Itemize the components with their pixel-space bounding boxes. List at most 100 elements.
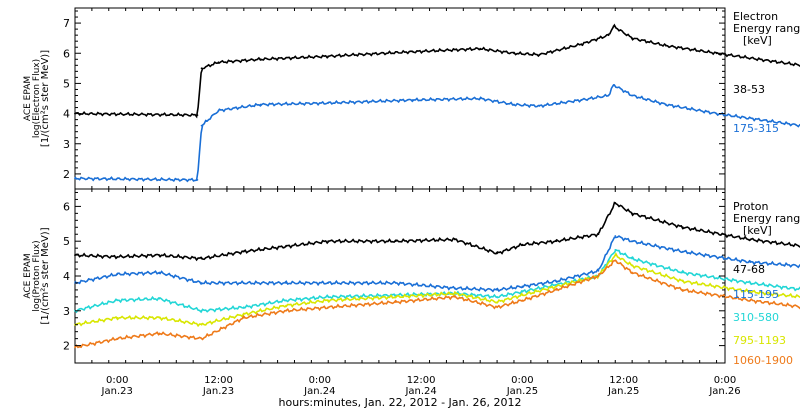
- proton-point-47-68-12: [597, 233, 600, 236]
- proton-ytick-label: 2: [63, 340, 70, 353]
- proton-point-795-1193-13: [614, 254, 617, 256]
- proton-ylabel-line-0: ACE EPAM: [23, 253, 33, 298]
- xtick-time-label: 12:00: [204, 375, 233, 386]
- proton-point-1060-1900-5: [285, 309, 287, 312]
- proton-point-795-1193-2: [158, 316, 161, 319]
- electron-point-175-315-15: [715, 112, 718, 115]
- proton-point-795-1193-6: [327, 299, 330, 302]
- proton-series-47-68: [74, 201, 800, 262]
- electron-point-38-53-14: [665, 44, 667, 47]
- electron-ylabel-line-0: ACE EPAM: [23, 76, 33, 121]
- electron-point-38-53-13: [631, 37, 633, 40]
- proton-point-1060-1900-16: [749, 299, 752, 302]
- xtick-date-label: Jan.25: [607, 386, 639, 397]
- proton-point-795-1193-4: [242, 313, 245, 316]
- proton-point-310-580-3: [200, 309, 203, 312]
- proton-point-1060-1900-6: [327, 306, 330, 309]
- proton-legend-47-68: 47-68: [733, 263, 765, 276]
- proton-point-115-195-5: [285, 282, 287, 284]
- proton-point-310-580-5: [285, 299, 287, 302]
- proton-point-1060-1900-4: [242, 316, 245, 319]
- proton-point-115-195-2: [158, 271, 161, 274]
- xtick-date-label: Jan.24: [303, 386, 335, 397]
- electron-legend-title-line-1: Energy ranges: [733, 22, 800, 35]
- proton-point-795-1193-16: [749, 290, 752, 293]
- proton-point-795-1193-8: [454, 292, 456, 295]
- electron-point-38-53-9: [538, 53, 541, 56]
- proton-point-115-195-6: [327, 282, 330, 284]
- xtick-time-label: 0:00: [714, 375, 736, 386]
- proton-point-310-580-13: [614, 249, 617, 251]
- proton-point-47-68-8: [454, 238, 456, 241]
- proton-series-310-580: [74, 248, 800, 314]
- proton-point-115-195-11: [555, 280, 558, 283]
- series-layer: [74, 23, 800, 349]
- proton-point-47-68-16: [749, 238, 752, 241]
- electron-point-38-53-2: [200, 67, 203, 70]
- proton-point-47-68-5: [285, 245, 287, 248]
- proton-point-310-580-10: [521, 290, 524, 293]
- electron-point-38-53-12: [612, 25, 615, 27]
- proton-point-795-1193-9: [496, 301, 498, 303]
- electron-point-175-315-2: [200, 124, 203, 127]
- proton-point-115-195-16: [749, 261, 752, 263]
- proton-point-795-1193-5: [285, 304, 287, 307]
- electron-point-38-53-10: [580, 43, 583, 46]
- proton-point-47-68-3: [200, 257, 203, 260]
- proton-point-1060-1900-9: [496, 306, 498, 309]
- proton-point-47-68-4: [242, 250, 245, 253]
- electron-point-175-315-5: [327, 102, 330, 104]
- proton-point-115-195-13: [614, 235, 617, 237]
- electron-point-175-315-10: [580, 99, 583, 101]
- proton-ylabel-line-2: [1/(cm²s ster MeV)]: [40, 227, 51, 324]
- proton-point-310-580-9: [496, 296, 498, 298]
- proton-point-1060-1900-2: [158, 332, 161, 335]
- proton-point-1060-1900-12: [597, 275, 600, 277]
- proton-legend-title-line-2: [keV]: [743, 224, 772, 237]
- electron-point-175-315-1: [196, 179, 199, 181]
- electron-point-38-53-8: [513, 52, 515, 55]
- proton-point-310-580-2: [158, 297, 161, 300]
- proton-point-795-1193-10: [521, 294, 524, 296]
- electron-point-38-53-3: [217, 61, 220, 64]
- proton-point-115-195-10: [521, 285, 524, 288]
- proton-point-115-195-14: [631, 240, 633, 243]
- electron-point-38-53-6: [411, 50, 414, 53]
- proton-point-1060-1900-0: [74, 346, 76, 349]
- proton-point-47-68-7: [394, 240, 397, 243]
- proton-point-310-580-4: [242, 306, 245, 309]
- proton-point-795-1193-7: [394, 296, 397, 298]
- electron-point-38-53-1: [196, 114, 199, 116]
- xtick-date-label: Jan.23: [101, 386, 133, 397]
- electron-point-38-53-7: [479, 47, 482, 50]
- proton-point-310-580-7: [394, 294, 397, 296]
- electron-point-175-315-9: [538, 105, 541, 107]
- proton-point-795-1193-14: [631, 264, 633, 267]
- proton-ytick-label: 6: [63, 200, 70, 213]
- xtick-time-label: 0:00: [309, 375, 331, 386]
- xtick-date-label: Jan.25: [506, 386, 538, 397]
- proton-legend-115-195: 115-195: [733, 288, 779, 301]
- proton-point-1060-1900-1: [116, 337, 119, 340]
- proton-series-115-195: [74, 235, 800, 293]
- proton-point-47-68-1: [116, 256, 119, 258]
- electron-legend-title-line-2: [keV]: [743, 34, 772, 47]
- proton-point-795-1193-3: [200, 323, 203, 326]
- xtick-time-label: 0:00: [511, 375, 533, 386]
- proton-ytick-label: 4: [63, 270, 70, 283]
- electron-ytick-label: 3: [63, 138, 70, 151]
- proton-ylabel-line-1: log(Proton Flux): [32, 240, 42, 311]
- electron-ytick-label: 7: [63, 17, 70, 30]
- electron-legend-38-53: 38-53: [733, 83, 765, 96]
- proton-legend-1060-1900: 1060-1900: [733, 354, 793, 367]
- proton-point-115-195-1: [116, 273, 119, 276]
- proton-point-115-195-3: [200, 282, 203, 284]
- electron-legend-title-line-0: Electron: [733, 10, 778, 23]
- proton-point-310-580-1: [116, 299, 119, 302]
- proton-point-47-68-10: [521, 243, 524, 246]
- electron-point-175-315-12: [612, 84, 615, 86]
- xtick-time-label: 12:00: [407, 375, 436, 386]
- proton-point-115-195-12: [597, 269, 600, 272]
- xtick-date-label: Jan.23: [202, 386, 234, 397]
